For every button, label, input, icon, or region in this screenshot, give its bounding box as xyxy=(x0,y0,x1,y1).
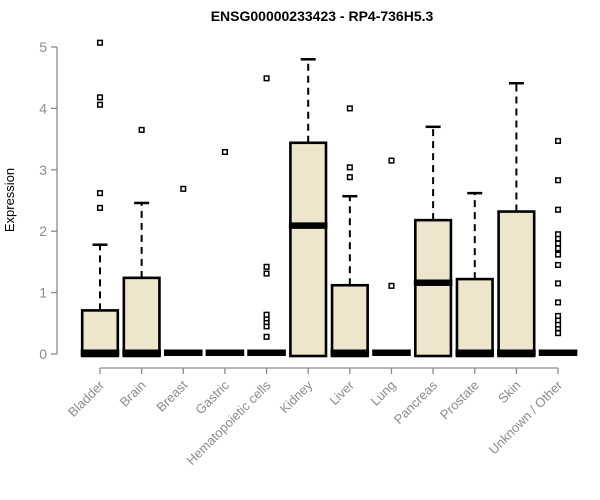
y-tick-label: 1 xyxy=(39,285,47,301)
x-tick-label: Lung xyxy=(368,378,399,409)
outlier-point xyxy=(263,333,270,340)
outlier-point xyxy=(263,75,270,82)
outlier-point xyxy=(554,330,562,337)
box-lung xyxy=(372,157,411,357)
x-tick-label: Bladder xyxy=(65,377,108,420)
y-tick-label: 4 xyxy=(39,100,47,116)
outlier-point xyxy=(221,148,228,156)
outlier-point xyxy=(554,245,562,252)
outlier-point xyxy=(180,185,187,192)
outlier-point xyxy=(263,311,270,318)
box-prostate xyxy=(455,191,495,358)
outlier-point xyxy=(554,206,562,213)
x-tick-label: Kidney xyxy=(277,377,316,416)
outlier-point xyxy=(554,137,562,144)
outlier-point xyxy=(554,312,562,319)
x-tick-label: Prostate xyxy=(437,378,482,423)
x-tick-label: Skin xyxy=(495,378,523,406)
outlier-point xyxy=(554,261,562,269)
outlier-point xyxy=(346,105,353,112)
box-gastric xyxy=(205,148,245,357)
outlier-point xyxy=(96,204,104,211)
y-tick-label: 5 xyxy=(39,39,47,55)
outlier-point xyxy=(554,177,562,184)
outlier-point xyxy=(96,190,104,197)
outlier-point xyxy=(96,101,104,108)
outlier-point xyxy=(138,126,145,133)
outlier-point xyxy=(346,164,353,171)
box-hematopoietic-cells xyxy=(247,75,286,357)
box-skin xyxy=(497,81,536,358)
outlier-point xyxy=(554,299,562,306)
outlier-point xyxy=(554,231,562,238)
outlier-point xyxy=(554,251,562,258)
outlier-point xyxy=(263,263,270,270)
outlier-point xyxy=(346,174,353,181)
box-breast xyxy=(163,185,203,357)
outlier-point xyxy=(388,157,395,164)
box-pancreas xyxy=(413,125,453,358)
boxes-layer xyxy=(80,39,578,358)
outlier-point xyxy=(263,270,270,277)
x-tick-label: Brain xyxy=(117,378,149,410)
y-axis-label: Expression xyxy=(2,168,17,232)
box-unknown-other xyxy=(538,137,578,357)
x-tick-label: Gastric xyxy=(192,377,232,417)
outlier-point xyxy=(96,39,104,46)
outlier-point xyxy=(96,94,104,101)
chart-title: ENSG00000233423 - RP4-736H5.3 xyxy=(211,8,434,24)
box-kidney xyxy=(288,58,328,358)
outlier-point xyxy=(388,282,395,289)
outlier-point xyxy=(554,280,562,287)
y-tick-label: 0 xyxy=(39,346,47,362)
y-tick-label: 2 xyxy=(39,223,47,239)
outlier-point xyxy=(554,240,562,247)
x-tick-label: Pancreas xyxy=(391,377,441,427)
x-tick-label: Breast xyxy=(153,377,190,414)
box-liver xyxy=(330,105,370,358)
box-bladder xyxy=(80,39,120,358)
y-tick-label: 3 xyxy=(39,162,47,178)
x-tick-label: Unknown / Other xyxy=(486,377,566,457)
x-tick-label: Liver xyxy=(326,377,357,408)
box-brain xyxy=(122,126,161,358)
